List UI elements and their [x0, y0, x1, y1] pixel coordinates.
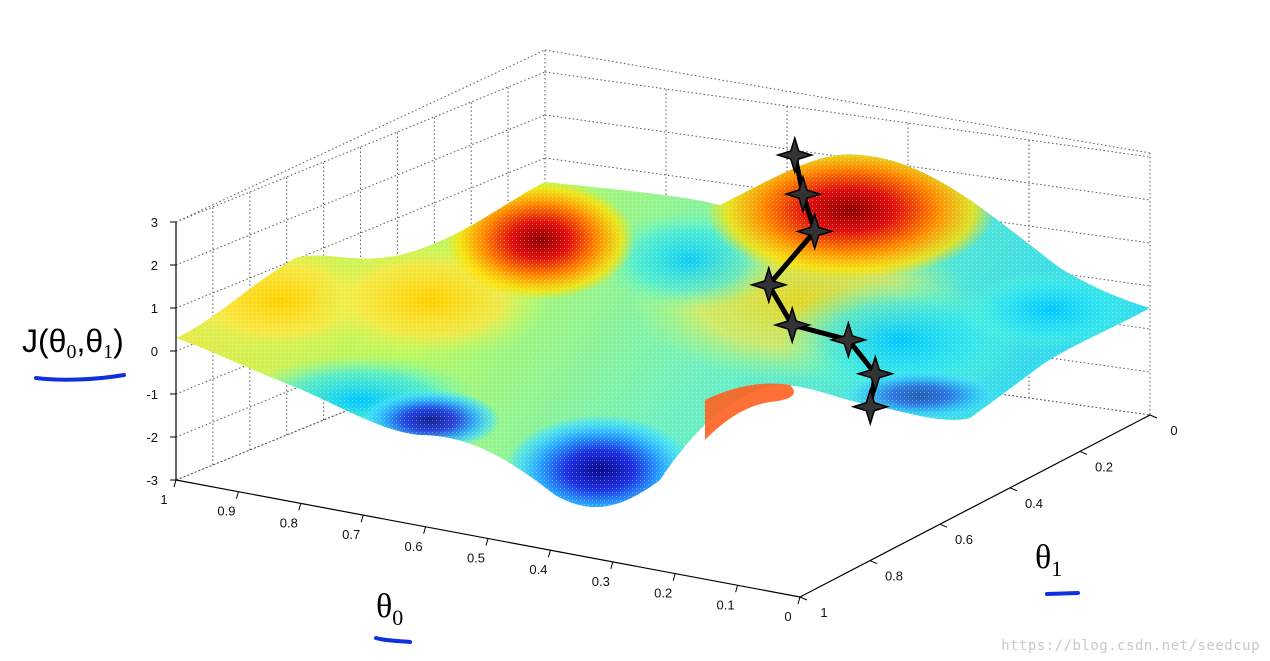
theta1-axis-label: θ1	[1035, 539, 1080, 596]
theta0-tick-mark	[485, 538, 489, 546]
theta0-tick-mark	[735, 585, 739, 593]
descent-star-marker	[795, 211, 835, 251]
theta0-tick-label: 0.3	[592, 574, 610, 589]
z-axis-ticks: 3 2 1 0 -1 -2 -3	[146, 215, 176, 488]
theta0-tick-label: 0.5	[467, 551, 485, 566]
theta0-tick-mark	[423, 526, 427, 534]
theta1-tick-mark	[1079, 450, 1088, 455]
theta0-tick-mark	[173, 479, 177, 488]
theta1-tick-label: 0.2	[1095, 459, 1113, 474]
theta0-tick-label: 0.8	[280, 515, 298, 530]
z-tick-label: -1	[146, 387, 158, 402]
descent-star-marker	[749, 265, 789, 305]
theta0-axis-ticks: 1 0.9 0.8 0.7 0.6 0.5 0.4 0.3 0.2 0.1 0	[160, 479, 801, 624]
cost-surface	[176, 154, 1150, 507]
z-tick-label: 1	[151, 301, 158, 316]
z-tick-label: 0	[151, 344, 158, 359]
theta0-tick-label: 0.6	[405, 539, 423, 554]
theta0-tick-mark	[235, 491, 239, 499]
z-label-underline	[34, 373, 126, 382]
theta1-tick-label: 0.4	[1025, 496, 1043, 511]
theta1-tick-mark	[939, 523, 948, 528]
theta0-tick-mark	[360, 514, 364, 523]
z-tick-label: -2	[146, 430, 158, 445]
theta1-tick-label: 0.6	[955, 532, 973, 547]
descent-star-marker	[772, 305, 812, 345]
theta0-axis-label: θ0	[374, 588, 412, 644]
descent-path	[749, 135, 895, 427]
theta0-tick-label: 0.2	[654, 586, 672, 601]
theta1-axis-ticks: 0 0.2 0.4 0.6 0.8 1	[799, 414, 1178, 620]
descent-star-marker	[828, 320, 868, 360]
theta0-tick-label: 1	[160, 492, 167, 507]
z-tick-label: 2	[151, 258, 158, 273]
z-axis-label: J(θ0,θ1)	[22, 323, 126, 382]
theta1-tick-label: 1	[820, 605, 827, 620]
descent-star-marker	[783, 174, 823, 214]
theta0-tick-mark	[298, 503, 302, 511]
theta0-tick-label: 0.9	[217, 504, 235, 519]
theta0-tick-label: 0.7	[342, 527, 360, 542]
descent-star-marker	[850, 387, 890, 427]
theta1-tick-label: 0	[1170, 423, 1177, 438]
theta0-tick-label: 0.4	[529, 562, 547, 577]
theta0-tick-label: 0.1	[717, 597, 735, 612]
svg-text:J(θ0,θ1): J(θ0,θ1)	[22, 323, 124, 363]
theta0-tick-label: 0	[784, 609, 791, 624]
theta0-tick-mark	[547, 550, 551, 558]
svg-text:θ0: θ0	[376, 588, 403, 630]
descent-star-marker	[775, 135, 815, 175]
theta1-tick-label: 0.8	[885, 569, 903, 584]
theta1-tick-mark	[1149, 414, 1158, 419]
theta1-underline	[1045, 591, 1080, 596]
theta0-tick-mark	[672, 573, 676, 581]
z-tick-label: 3	[151, 215, 158, 230]
theta0-tick-mark	[610, 561, 614, 570]
theta1-tick-mark	[1009, 487, 1018, 492]
theta1-tick-mark	[799, 596, 808, 601]
svg-text:θ1: θ1	[1035, 539, 1062, 581]
watermark: https://blog.csdn.net/seedcup	[1001, 638, 1260, 654]
theta1-tick-mark	[869, 560, 878, 565]
theta0-underline	[374, 636, 412, 644]
z-tick-label: -3	[146, 473, 158, 488]
descent-star-marker	[855, 354, 895, 394]
theta0-tick-mark	[797, 596, 801, 605]
